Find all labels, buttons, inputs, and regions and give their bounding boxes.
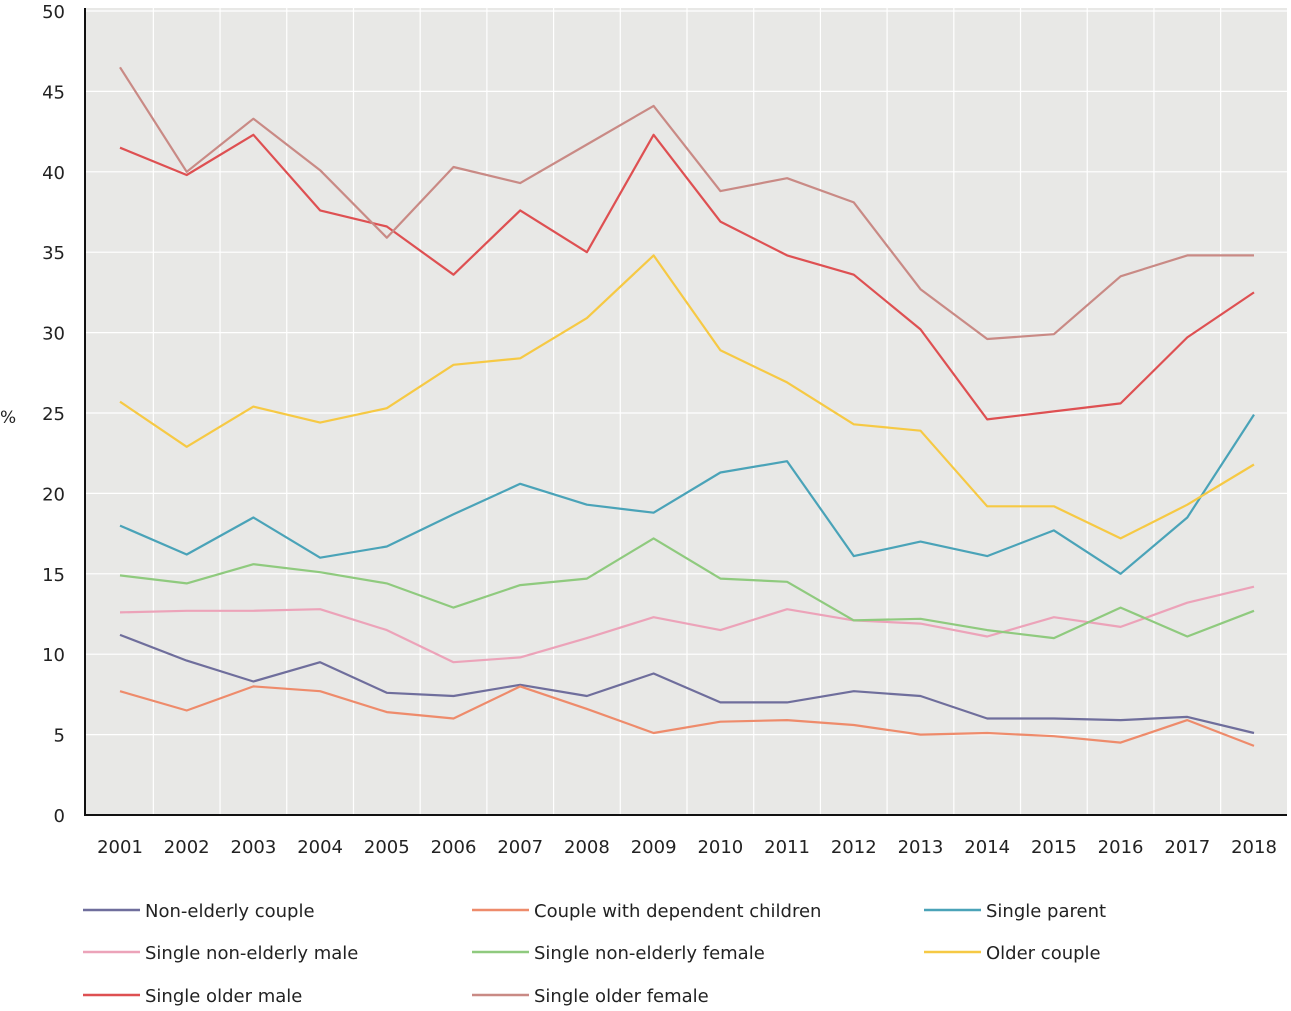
legend-label: Couple with dependent children	[534, 901, 821, 922]
x-tick-label: 2012	[831, 837, 877, 858]
y-tick-label: 35	[42, 243, 65, 264]
x-tick-label: 2003	[231, 837, 277, 858]
x-tick-label: 2013	[898, 837, 944, 858]
y-tick-label: 50	[42, 2, 65, 23]
legend-label: Single non-elderly female	[534, 943, 765, 964]
legend-item: Couple with dependent children	[472, 901, 821, 922]
y-tick-label: 20	[42, 484, 65, 505]
y-tick-label: 15	[42, 565, 65, 586]
legend-label: Non-elderly couple	[145, 901, 315, 922]
legend-item: Single older male	[83, 986, 302, 1007]
x-tick-label: 2011	[764, 837, 810, 858]
x-tick-label: 2005	[364, 837, 410, 858]
series-line-single-older-female	[119, 66, 1254, 341]
series-line-non-elderly-couple	[119, 633, 1255, 735]
x-tick-label: 2018	[1231, 837, 1277, 858]
x-tick-label: 2010	[697, 837, 743, 858]
legend-item: Single older female	[472, 986, 709, 1007]
series-line-single-non-elderly-female	[119, 537, 1255, 640]
legend-label: Single older female	[534, 986, 709, 1007]
legend-item: Older couple	[924, 943, 1101, 964]
x-tick-label: 2015	[1031, 837, 1077, 858]
legend-label: Single non-elderly male	[145, 943, 358, 964]
x-tick-label: 2017	[1164, 837, 1210, 858]
y-tick-label: 5	[54, 726, 65, 747]
x-tick-label: 2016	[1098, 837, 1144, 858]
x-tick-label: 2014	[964, 837, 1010, 858]
legend-item: Single parent	[924, 901, 1106, 922]
legend-label: Older couple	[986, 943, 1101, 964]
y-tick-label: 0	[54, 806, 65, 827]
x-tick-label: 2002	[164, 837, 210, 858]
x-tick-label: 2004	[297, 837, 343, 858]
y-tick-label: 25	[42, 404, 65, 425]
y-tick-labels: 0 5 10 15 20 25 30 35 40 45 50	[42, 2, 65, 827]
y-tick-label: 45	[42, 82, 65, 103]
y-tick-label: 30	[42, 324, 65, 345]
legend-item: Single non-elderly male	[83, 943, 358, 964]
y-tick-label: 10	[42, 645, 65, 666]
legend-label: Single parent	[986, 901, 1106, 922]
x-tick-label: 2009	[631, 837, 677, 858]
series-lines	[119, 66, 1255, 747]
legend-item: Non-elderly couple	[83, 901, 315, 922]
x-tick-label: 2008	[564, 837, 610, 858]
x-tick-labels: 2001 2002 2003 2004 2005 2006 2007 2008 2009 2010…	[97, 837, 1277, 858]
legend: Non-elderly couple Couple with dependent …	[83, 901, 1106, 1007]
series-line-single-non-elderly-male	[119, 585, 1255, 664]
legend-label: Single older male	[145, 986, 302, 1007]
x-tick-label: 2006	[431, 837, 477, 858]
y-axis-label: %	[0, 408, 16, 428]
x-tick-label: 2001	[97, 837, 143, 858]
series-line-single-parent	[119, 414, 1255, 575]
series-line-single-older-male	[119, 133, 1255, 421]
series-line-couple-with-dependent-children	[119, 685, 1255, 747]
x-tick-label: 2007	[497, 837, 543, 858]
series-line-older-couple	[119, 254, 1255, 540]
y-tick-label: 40	[42, 163, 65, 184]
legend-item: Single non-elderly female	[472, 943, 765, 964]
